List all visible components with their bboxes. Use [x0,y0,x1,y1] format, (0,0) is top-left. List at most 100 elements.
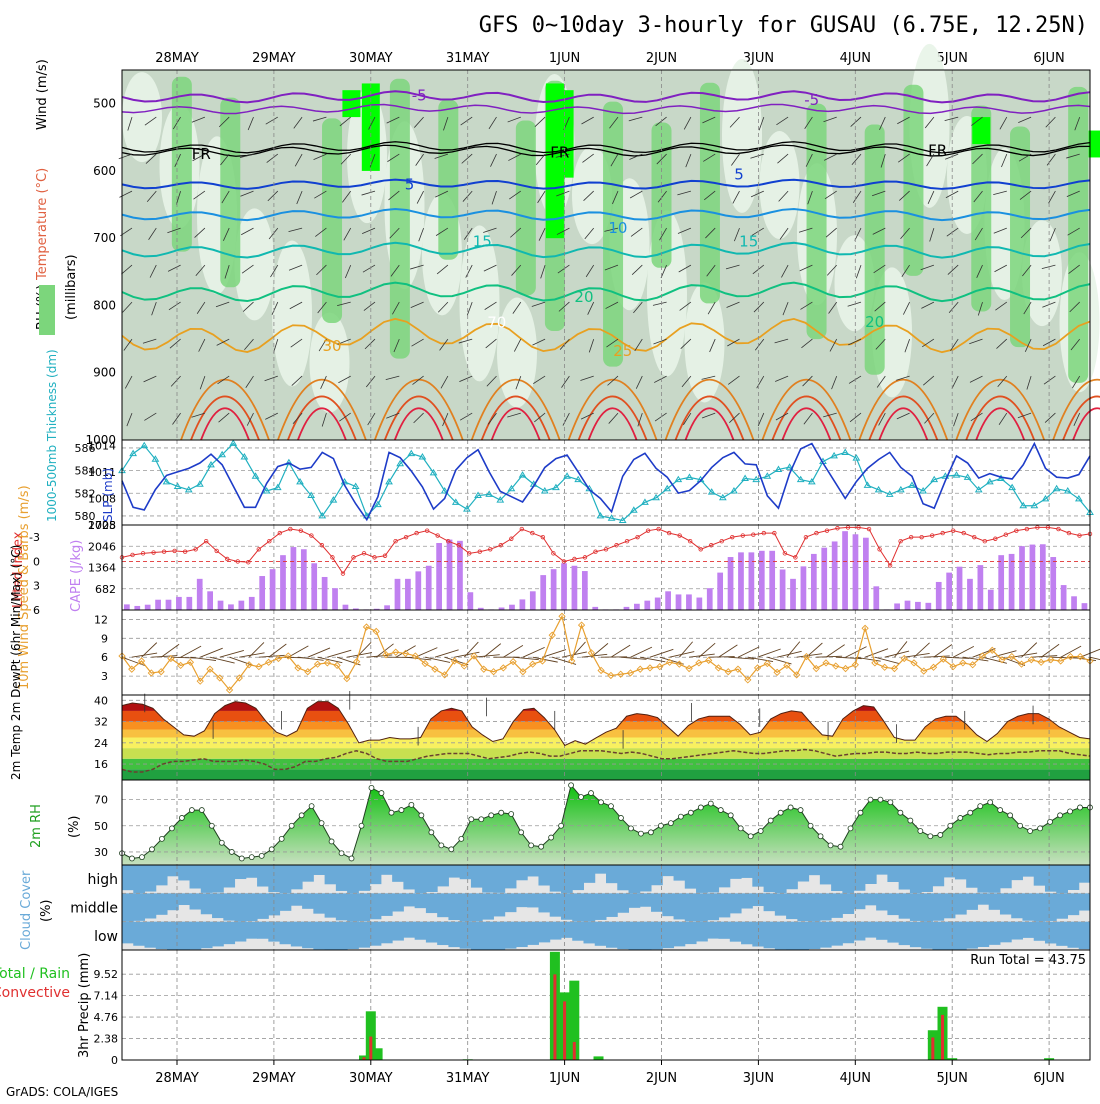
cloud-cover-bar [437,865,449,886]
cape-bar [384,605,390,610]
cloud-cover-bar [527,922,539,945]
cloud-cover-bar [955,893,967,914]
cloud-cover-bar [235,893,247,921]
cape-bar [249,597,255,610]
profile-yunits-text: (millibars) [64,254,79,320]
cloud-cover-bar [493,893,505,916]
cloud-cover-bar [493,922,505,950]
cape-bar [957,567,963,610]
rh-point [439,843,444,848]
rh-point [209,823,214,828]
cape-bar [1071,596,1077,610]
rh-point [159,836,164,841]
cloud-cover-bar [685,922,697,944]
cloud-cover-bar [966,865,978,888]
cloud-cover-bar [1022,865,1034,877]
rh-tick-label: 70 [94,794,108,807]
cape-bar [186,597,192,610]
rh-point [928,834,933,839]
cape-bar [311,563,317,610]
date-label-top: 4JUN [840,51,871,66]
rh-point [1038,826,1043,831]
rh-moist-column [1010,127,1030,348]
rh-point [828,843,833,848]
cape-bar [395,579,401,610]
cape-bar [676,594,682,610]
cloud-cover-bar [707,922,719,939]
rh-point [419,813,424,818]
cloud-cover-bar [381,865,393,875]
cloud-cover-bar [910,865,922,893]
cloud-cover-bar [403,865,415,889]
cloud-cover-bar [235,922,247,942]
cloud-cover-bar [145,865,157,892]
cape-bar [894,603,900,610]
cloud-cover-bar [392,922,404,941]
cloud-cover-bar [899,865,911,890]
rh-moist-column [172,77,192,252]
cape-bar [821,548,827,610]
cloud-cover-bar [493,865,505,893]
cloud-cover-bar [629,922,641,950]
rh-moist-column [516,120,536,295]
cloud-cover-bar [313,893,325,913]
cloud-cover-bar [156,922,168,949]
precip-convective-bar [931,1037,934,1060]
cape-bar [967,579,973,610]
rh-point [559,823,564,828]
rh-point [309,804,314,809]
rh-point [628,826,633,831]
cloud-cover-bar [809,922,821,949]
cape-bar [301,549,307,610]
rh-point [279,836,284,841]
cape-bar [863,538,869,610]
cloud-cover-bar [977,865,989,893]
cape-bar [415,571,421,610]
cloud-cover-bar [381,922,393,944]
cloud-ylabel: Cloud Cover [19,870,34,950]
cloud-cover-bar [640,893,652,906]
contour-label: -5 [804,91,819,109]
cloud-cover-bar [1000,922,1012,943]
rh-point [449,847,454,852]
cloud-cover-bar [178,865,190,880]
cloud-cover-bar [775,893,787,915]
cloud-cover-bar [1079,922,1091,949]
cloud-cover-bar [257,893,269,919]
rh-point [938,832,943,837]
cloud-cover-bar [381,893,393,916]
cloud-cover-bar [460,865,472,879]
rh-point [1068,809,1073,814]
cloud-cover-bar [910,922,922,948]
cloud-cover-bar [876,893,888,910]
cloud-cover-bar [606,922,618,948]
profile-yunits: (millibars) [64,254,79,320]
rh-tick-label: 50 [94,820,108,833]
cloud-cover-bar [358,922,370,948]
cloud-cover-bar [707,865,719,892]
cloud-cover-bar [415,922,427,940]
slp-tick-label: 1014 [88,439,116,452]
rh-point [988,800,993,805]
cape-bar [436,543,442,610]
rh-point [319,821,324,826]
temperature-panel [122,691,1090,780]
cloud-cover-bar [674,865,686,881]
cloud-cover-bar [989,893,1001,909]
cloud-cover-bar [876,865,888,875]
cape-bar [1009,554,1015,610]
rh-point [848,826,853,831]
cloud-cover-bar [741,893,753,908]
cloud-cover-bar [944,893,956,918]
cape-bar [228,604,234,610]
cape-ylabel: CAPE (J/kg) [69,540,84,612]
rh-point [179,815,184,820]
cloud-cover-bar [865,922,877,938]
cape-bar [509,605,515,610]
cloud-cover-bar [190,893,202,909]
rh-point [429,830,434,835]
cloud-cover-bar [786,865,798,889]
precip-tick-label: 4.76 [94,1011,119,1024]
pressure-tick-label: 900 [93,366,116,380]
cape-bar [634,604,640,610]
